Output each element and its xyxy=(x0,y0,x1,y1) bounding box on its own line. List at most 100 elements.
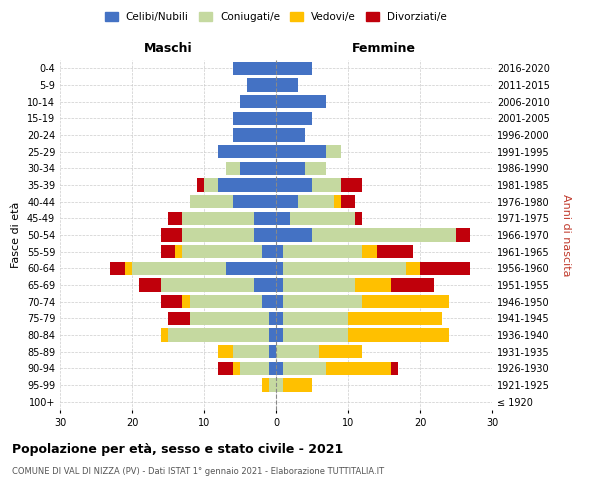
Bar xyxy=(276,245,283,258)
Bar xyxy=(355,278,391,291)
Bar xyxy=(377,245,413,258)
Bar xyxy=(283,295,362,308)
Bar xyxy=(283,362,326,375)
Bar xyxy=(276,362,283,375)
Bar xyxy=(276,112,312,125)
Bar xyxy=(269,328,276,342)
Bar xyxy=(132,262,226,275)
Bar xyxy=(276,128,305,141)
Bar xyxy=(233,195,276,208)
Bar xyxy=(175,245,182,258)
Bar xyxy=(276,278,283,291)
Bar xyxy=(218,345,233,358)
Bar xyxy=(161,245,175,258)
Bar xyxy=(262,378,269,392)
Bar xyxy=(341,195,355,208)
Bar xyxy=(110,262,125,275)
Bar xyxy=(240,362,269,375)
Bar xyxy=(355,212,362,225)
Text: Maschi: Maschi xyxy=(143,42,193,55)
Bar xyxy=(182,295,190,308)
Bar xyxy=(276,312,283,325)
Bar xyxy=(312,178,341,192)
Bar xyxy=(161,295,182,308)
Bar xyxy=(254,278,276,291)
Bar xyxy=(247,78,276,92)
Bar xyxy=(391,362,398,375)
Bar xyxy=(406,262,420,275)
Bar xyxy=(348,312,442,325)
Legend: Celibi/Nubili, Coniugati/e, Vedovi/e, Divorziati/e: Celibi/Nubili, Coniugati/e, Vedovi/e, Di… xyxy=(101,8,451,26)
Bar xyxy=(269,312,276,325)
Bar xyxy=(168,312,190,325)
Bar xyxy=(233,62,276,75)
Bar xyxy=(226,162,240,175)
Bar xyxy=(197,178,204,192)
Bar xyxy=(341,178,362,192)
Bar xyxy=(276,62,312,75)
Bar xyxy=(276,95,326,108)
Bar xyxy=(276,162,305,175)
Bar xyxy=(326,362,391,375)
Bar xyxy=(362,245,377,258)
Bar xyxy=(233,128,276,141)
Bar xyxy=(276,262,283,275)
Bar xyxy=(190,195,233,208)
Bar xyxy=(283,262,406,275)
Bar xyxy=(269,345,276,358)
Text: Popolazione per età, sesso e stato civile - 2021: Popolazione per età, sesso e stato civil… xyxy=(12,442,343,456)
Bar xyxy=(276,295,283,308)
Bar xyxy=(283,278,355,291)
Bar xyxy=(334,195,341,208)
Bar xyxy=(456,228,470,241)
Bar xyxy=(305,162,326,175)
Bar xyxy=(218,145,276,158)
Y-axis label: Fasce di età: Fasce di età xyxy=(11,202,21,268)
Bar xyxy=(226,262,276,275)
Bar xyxy=(276,78,298,92)
Bar xyxy=(319,345,362,358)
Bar xyxy=(312,228,456,241)
Bar xyxy=(391,278,434,291)
Bar xyxy=(168,212,182,225)
Bar xyxy=(254,228,276,241)
Bar xyxy=(125,262,132,275)
Bar xyxy=(204,178,218,192)
Bar xyxy=(190,312,269,325)
Bar xyxy=(269,378,276,392)
Bar xyxy=(240,162,276,175)
Bar xyxy=(276,195,298,208)
Bar xyxy=(161,278,254,291)
Bar xyxy=(348,328,449,342)
Text: COMUNE DI VAL DI NIZZA (PV) - Dati ISTAT 1° gennaio 2021 - Elaborazione TUTTITAL: COMUNE DI VAL DI NIZZA (PV) - Dati ISTAT… xyxy=(12,468,384,476)
Bar xyxy=(161,328,168,342)
Bar xyxy=(276,212,290,225)
Bar xyxy=(139,278,161,291)
Bar xyxy=(182,228,254,241)
Bar xyxy=(283,378,312,392)
Bar xyxy=(283,245,362,258)
Bar xyxy=(276,328,283,342)
Bar xyxy=(218,178,276,192)
Bar xyxy=(254,212,276,225)
Text: Femmine: Femmine xyxy=(352,42,416,55)
Bar xyxy=(290,212,355,225)
Bar xyxy=(233,345,269,358)
Bar xyxy=(298,195,334,208)
Bar xyxy=(161,228,182,241)
Bar xyxy=(233,112,276,125)
Bar xyxy=(182,245,262,258)
Bar xyxy=(283,312,348,325)
Bar xyxy=(190,295,262,308)
Bar xyxy=(262,295,276,308)
Bar xyxy=(240,95,276,108)
Bar xyxy=(276,228,312,241)
Y-axis label: Anni di nascita: Anni di nascita xyxy=(561,194,571,276)
Bar xyxy=(362,295,449,308)
Bar xyxy=(276,345,319,358)
Bar xyxy=(269,362,276,375)
Bar xyxy=(182,212,254,225)
Bar xyxy=(420,262,470,275)
Bar xyxy=(233,362,240,375)
Bar xyxy=(168,328,269,342)
